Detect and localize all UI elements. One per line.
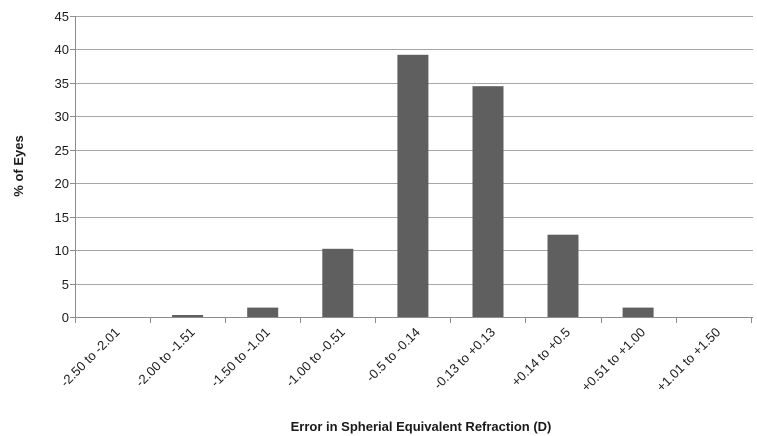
bar [247,307,279,317]
x-tick-label: +0.51 to +1.00 [578,325,648,395]
y-tick-label: 25 [55,143,69,158]
bar [547,234,579,317]
x-tick-label: -0.13 to +0.13 [431,325,499,393]
y-axis-title: % of Eyes [11,135,26,196]
x-axis-title: Error in Spherial Equivalent Refraction … [291,419,552,434]
x-tick-label: +0.14 to +0.5 [508,325,573,390]
x-tick-label: -1.00 to -0.51 [283,325,348,390]
bar [172,315,204,317]
axes [70,16,753,323]
x-tick-label: -2.00 to -1.51 [132,325,197,390]
x-tick-label: -1.50 to -1.01 [208,325,273,390]
y-tick-label: 35 [55,76,69,91]
y-tick-label: 30 [55,109,69,124]
bar [472,86,504,317]
y-tick-label: 40 [55,42,69,57]
bar [622,307,654,317]
bars [172,54,654,318]
y-tick-label: 5 [62,277,69,292]
y-tick-label: 10 [55,243,69,258]
y-tick-label: 20 [55,176,69,191]
bar [322,248,354,317]
x-tick-labels: -2.50 to -2.01 -2.00 to -1.51 -1.50 to -1.… [57,325,723,395]
x-tick-label: +1.01 to +1.50 [653,325,723,395]
y-tick-label: 45 [55,9,69,24]
y-tick-labels: 0 5 10 15 20 25 30 35 40 45 [55,9,69,325]
x-tick-label: -2.50 to -2.01 [57,325,122,390]
y-tick-label: 0 [62,310,69,325]
x-tick-label: -0.5 to -0.14 [363,325,423,385]
y-tick-label: 15 [55,210,69,225]
bar [397,54,429,318]
